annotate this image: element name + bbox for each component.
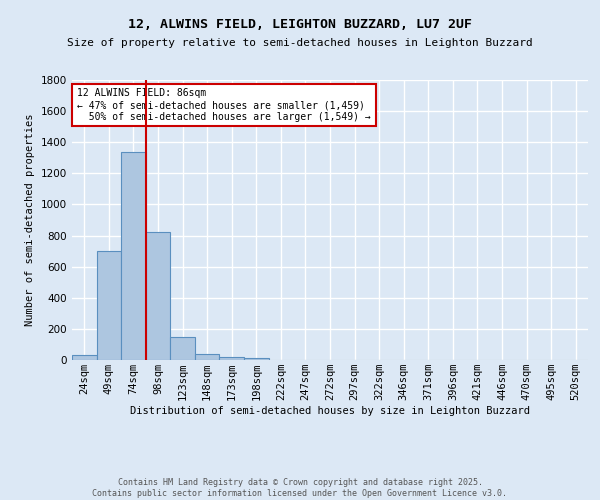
Text: Contains HM Land Registry data © Crown copyright and database right 2025.
Contai: Contains HM Land Registry data © Crown c… (92, 478, 508, 498)
Bar (170, 336, 195, 360)
Bar (195, 354, 220, 360)
Text: 12 ALWINS FIELD: 86sqm
← 47% of semi-detached houses are smaller (1,459)
  50% o: 12 ALWINS FIELD: 86sqm ← 47% of semi-det… (77, 88, 371, 122)
Text: Size of property relative to semi-detached houses in Leighton Buzzard: Size of property relative to semi-detach… (67, 38, 533, 48)
Y-axis label: Number of semi-detached properties: Number of semi-detached properties (25, 114, 35, 326)
Bar (146, 232, 170, 360)
Bar (121, 152, 146, 360)
Bar (244, 358, 269, 360)
Text: 12, ALWINS FIELD, LEIGHTON BUZZARD, LU7 2UF: 12, ALWINS FIELD, LEIGHTON BUZZARD, LU7 … (128, 18, 472, 30)
Bar (220, 357, 244, 360)
Bar (72, 354, 97, 360)
Bar (97, 251, 121, 360)
X-axis label: Distribution of semi-detached houses by size in Leighton Buzzard: Distribution of semi-detached houses by … (130, 406, 530, 416)
